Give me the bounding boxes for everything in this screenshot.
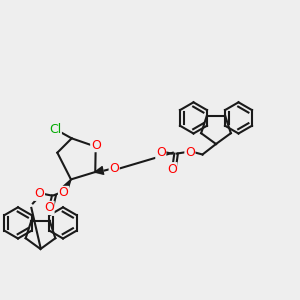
Text: O: O — [109, 163, 119, 176]
Polygon shape — [61, 179, 71, 192]
Text: O: O — [167, 163, 177, 176]
Text: O: O — [185, 146, 195, 159]
Text: O: O — [34, 187, 44, 200]
Text: O: O — [91, 139, 100, 152]
Text: O: O — [44, 201, 54, 214]
Text: O: O — [156, 146, 166, 159]
Text: O: O — [58, 186, 68, 200]
Text: Cl: Cl — [49, 123, 61, 136]
